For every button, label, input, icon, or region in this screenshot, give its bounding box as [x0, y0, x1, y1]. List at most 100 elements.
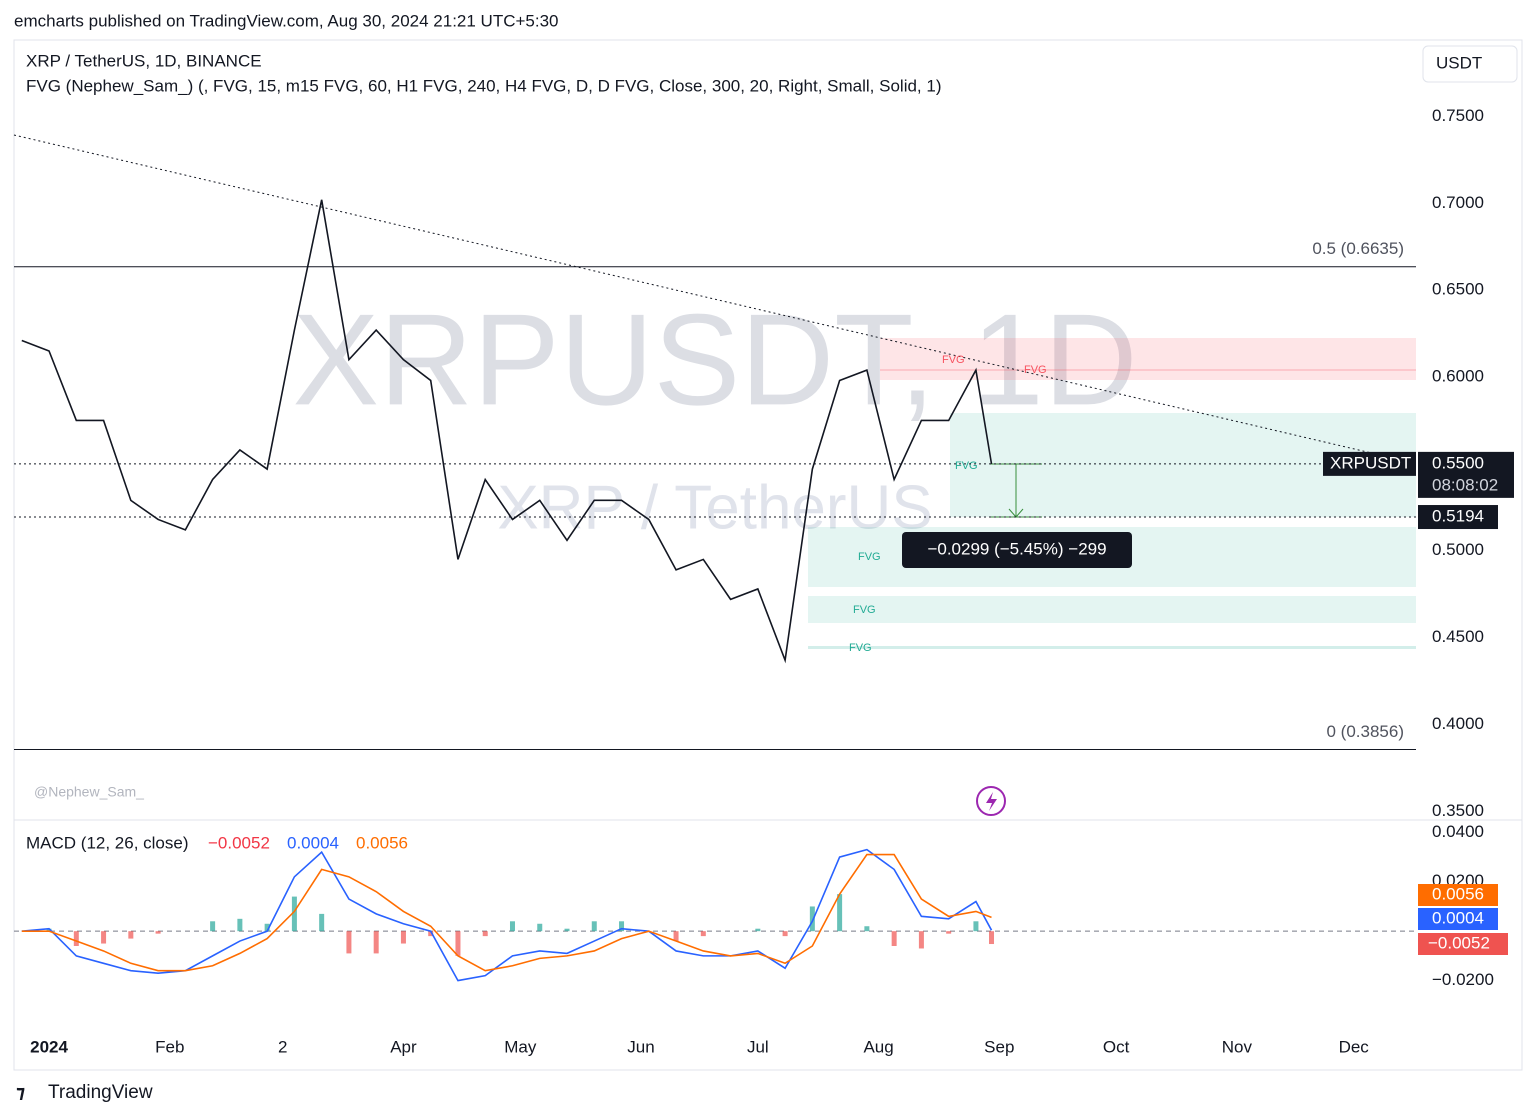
x-tick-label: Aug	[863, 1037, 893, 1056]
histogram-bar	[400, 931, 406, 944]
watermark: XRPUSDT, 1D	[292, 286, 1137, 432]
x-tick-label: Jun	[627, 1037, 654, 1056]
x-tick-label: Feb	[155, 1037, 184, 1056]
x-tick-label: Apr	[390, 1037, 417, 1056]
histogram-bar	[128, 931, 134, 939]
measure-box	[902, 532, 1132, 568]
histogram-bar	[918, 931, 924, 949]
histogram-bar	[537, 923, 543, 932]
author-tag: @Nephew_Sam_	[34, 784, 144, 800]
x-tick-label: Jul	[747, 1037, 769, 1056]
y-tick-label: 0.3500	[1432, 801, 1484, 820]
y-tick-label: 0.6000	[1432, 366, 1484, 385]
y-tick-label: 0.7000	[1432, 193, 1484, 212]
histogram-bar	[946, 931, 952, 934]
histogram-bar	[155, 931, 161, 934]
signal-value: 0.0056	[356, 833, 408, 852]
target-box	[1418, 505, 1498, 530]
countdown: 08:08:02	[1432, 475, 1498, 494]
byline: emcharts published on TradingView.com, A…	[14, 11, 559, 30]
histogram-bar	[237, 918, 243, 932]
y-tick-label: −0.0200	[1432, 970, 1494, 989]
macd-line	[21, 848, 993, 982]
histogram-bar	[619, 921, 625, 932]
value-badge-label: 0.0004	[1432, 908, 1484, 927]
fvg-label: FVG	[858, 551, 881, 563]
target-label: 0.5194	[1432, 507, 1484, 526]
histogram-bar	[864, 926, 870, 932]
watermark-sub: XRP / TetherUS	[497, 473, 932, 542]
histogram-bar	[264, 923, 270, 932]
fvg-label: FVG	[942, 354, 965, 366]
price-line	[21, 199, 993, 664]
y-tick-label: 0.4500	[1432, 627, 1484, 646]
fvg-label: FVG	[955, 460, 978, 472]
footer-brand: TradingView	[48, 1082, 153, 1103]
symbol-label: XRPUSDT	[1330, 453, 1411, 472]
histogram-bar	[782, 931, 788, 937]
measure-label: −0.0299 (−5.45%) −299	[927, 539, 1106, 558]
histogram-bar	[837, 894, 843, 932]
histogram-bar	[700, 931, 706, 937]
chart-frame	[13, 39, 1523, 1071]
y-tick-label: 0.6500	[1432, 280, 1484, 299]
histogram-bar	[973, 921, 979, 932]
histogram-bar	[809, 906, 815, 932]
fib-label: 0.5 (0.6635)	[1312, 239, 1404, 258]
value-badge-label: −0.0052	[1428, 933, 1490, 952]
event-icon-bolt	[986, 792, 997, 811]
histogram-bar	[482, 931, 488, 937]
x-tick-label: May	[504, 1037, 537, 1056]
symbol-title: XRP / TetherUS, 1D, BINANCE	[26, 51, 262, 70]
x-tick-label: 2024	[30, 1037, 68, 1056]
histogram-bar	[101, 931, 107, 944]
histogram-bar	[564, 928, 570, 932]
price-box	[1418, 451, 1514, 498]
histogram-bar	[291, 896, 297, 932]
x-tick-label: Nov	[1222, 1037, 1253, 1056]
fib-label: 0 (0.3856)	[1327, 722, 1405, 741]
symbol-box	[1323, 451, 1416, 476]
histogram-bar	[509, 921, 515, 932]
indicator-title: FVG (Nephew_Sam_) (, FVG, 15, m15 FVG, 6…	[26, 76, 942, 95]
x-tick-label: Sep	[984, 1037, 1014, 1056]
histogram-bar	[428, 931, 434, 937]
fvg-zone	[808, 646, 1416, 649]
y-tick-label: 0.7500	[1432, 106, 1484, 125]
histogram-bar	[319, 913, 325, 932]
histogram-bar	[455, 931, 461, 956]
event-icon[interactable]	[976, 786, 1006, 816]
histogram-bar	[755, 928, 761, 932]
currency[interactable]: USDT	[1436, 53, 1482, 72]
fvg-label: FVG	[853, 604, 876, 616]
fvg-zone	[808, 596, 1416, 623]
histogram-bar	[46, 928, 52, 932]
fvg-label: FVG	[849, 642, 872, 654]
histogram-bar	[989, 931, 995, 945]
macd-line	[21, 853, 992, 972]
value-badge	[1418, 933, 1508, 955]
macd-hist-value: −0.0052	[208, 833, 270, 852]
histogram-bar	[591, 921, 597, 932]
logo-mark: ⁊	[16, 1082, 25, 1102]
value-badge-label: 0.0056	[1432, 884, 1484, 903]
trend-line	[13, 134, 1381, 456]
histogram-bar	[73, 931, 79, 946]
value-badge	[1418, 884, 1498, 906]
x-tick-label: Oct	[1103, 1037, 1130, 1056]
histogram-bar	[673, 931, 679, 942]
macd-value: 0.0004	[287, 833, 339, 852]
x-tick-label: 2	[278, 1037, 287, 1056]
histogram-bar	[373, 931, 379, 954]
value-badge	[1418, 908, 1498, 930]
x-tick-label: Dec	[1339, 1037, 1370, 1056]
histogram-bar	[210, 921, 216, 932]
y-tick-label: 0.0400	[1432, 822, 1484, 841]
macd-title: MACD (12, 26, close)	[26, 833, 189, 852]
fvg-label: FVG	[1024, 364, 1047, 376]
histogram-bar	[346, 931, 352, 954]
currency-button[interactable]	[1422, 45, 1518, 83]
y-tick-label: 0.5000	[1432, 540, 1484, 559]
y-tick-label: 0.4000	[1432, 714, 1484, 733]
